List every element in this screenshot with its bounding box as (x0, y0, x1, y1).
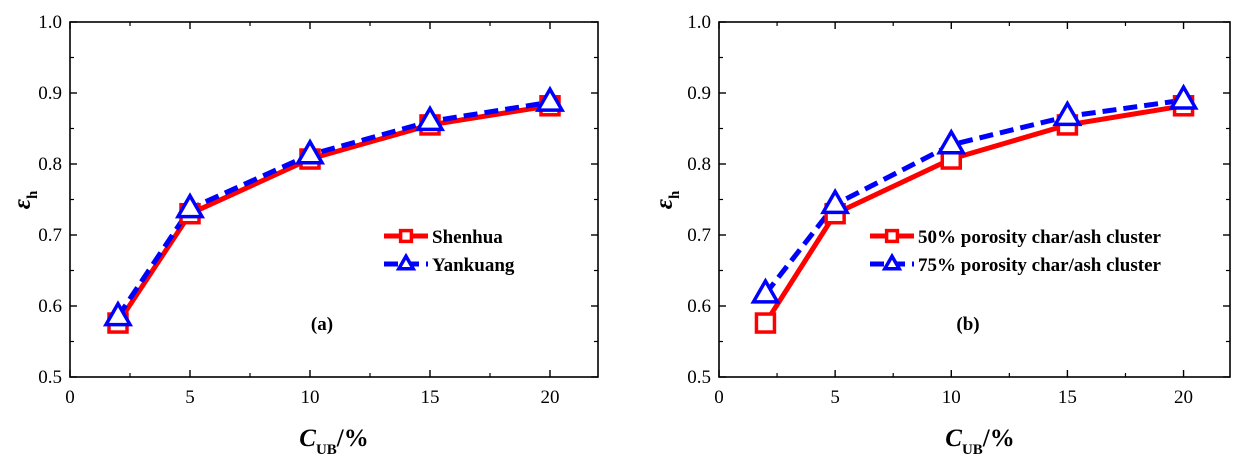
legend-entry-2: Yankuang (384, 252, 515, 276)
x-tick-label-1: 5 (830, 387, 840, 408)
y-tick-label-2: 0.7 (38, 225, 62, 246)
chart-panel-a: 0.5 0.6 0.7 0.8 0.9 1.0 0 5 10 15 20 CUB/% εh Shenhua… (9, 12, 599, 458)
x-axis-title-main: C (299, 425, 316, 452)
triangle-marker-3 (1052, 99, 1083, 127)
legend-label-1: Shenhua (432, 227, 503, 248)
chart-panel-b: 0.5 0.6 0.7 0.8 0.9 1.0 0 5 10 15 20 CUB/% εh 50% por… (651, 12, 1231, 458)
series-markers-2 (750, 83, 1199, 304)
y-tick-label-5: 1.0 (38, 12, 62, 33)
triangle-marker-4 (1168, 83, 1199, 110)
y-tick-label-1: 0.6 (38, 296, 62, 317)
triangle-marker-legend (395, 252, 417, 271)
legend-label-2: 75% porosity char/ash cluster (918, 255, 1162, 276)
triangle-marker-3 (414, 104, 446, 132)
x-axis-title-main: C (945, 425, 962, 452)
triangle-marker-2 (294, 138, 326, 165)
triangle-marker-1 (820, 188, 851, 215)
x-tick-label-0: 0 (714, 387, 724, 408)
panel-label: (b) (956, 314, 979, 335)
x-axis-title-sub: UB (962, 442, 983, 458)
y-axis-title-main: ε (651, 198, 678, 209)
triangle-marker-2 (936, 128, 967, 155)
triangle-marker-0 (750, 277, 781, 304)
square-marker-legend (884, 228, 900, 244)
x-tick-label-2: 10 (301, 387, 320, 408)
x-tick-label-4: 20 (541, 387, 560, 408)
x-axis-title: CUB/% (945, 425, 1014, 458)
y-tick-label-1: 0.6 (687, 296, 711, 317)
y-tick-label-3: 0.8 (38, 154, 62, 175)
y-tick-label-5: 1.0 (687, 12, 711, 33)
y-tick-label-4: 0.9 (687, 83, 711, 104)
y-axis-title: εh (9, 190, 41, 209)
y-tick-label-0: 0.5 (38, 367, 62, 388)
x-tick-label-1: 5 (185, 387, 195, 408)
x-tick-label-3: 15 (421, 387, 440, 408)
legend-entry-1: 50% porosity char/ash cluster (870, 227, 1162, 248)
plot-frame (69, 21, 599, 378)
y-axis-title-sub: h (667, 190, 683, 199)
legend-label-1: 50% porosity char/ash cluster (918, 227, 1162, 248)
x-tick-label-4: 20 (1174, 387, 1193, 408)
series-markers-1 (754, 95, 1195, 334)
legend-label-2: Yankuang (432, 255, 515, 276)
y-axis-title: εh (651, 190, 683, 209)
square-marker-0 (754, 312, 777, 334)
y-tick-label-0: 0.5 (687, 367, 711, 388)
triangle-marker-legend (881, 252, 903, 271)
square-marker-legend (398, 228, 414, 244)
x-axis-title-unit: /% (982, 425, 1015, 452)
x-tick-label-0: 0 (65, 387, 75, 408)
panel-label: (a) (311, 314, 333, 335)
triangle-marker-1 (174, 192, 206, 219)
y-axis-title-main: ε (9, 198, 36, 209)
legend-entry-2: 75% porosity char/ash cluster (870, 252, 1162, 276)
x-tick-label-2: 10 (942, 387, 961, 408)
x-axis-title-sub: UB (316, 442, 337, 458)
y-axis-title-sub: h (25, 190, 41, 199)
x-tick-label-3: 15 (1058, 387, 1077, 408)
y-tick-label-4: 0.9 (38, 83, 62, 104)
triangle-marker-0 (102, 300, 134, 327)
series-markers-2 (102, 85, 566, 327)
x-axis-title: CUB/% (299, 425, 368, 458)
series-markers-1 (107, 95, 561, 334)
triangle-marker-4 (534, 85, 566, 112)
x-axis-title-unit: /% (336, 425, 369, 452)
y-tick-label-3: 0.8 (687, 154, 711, 175)
y-tick-label-2: 0.7 (687, 225, 711, 246)
legend-entry-1: Shenhua (384, 227, 503, 248)
